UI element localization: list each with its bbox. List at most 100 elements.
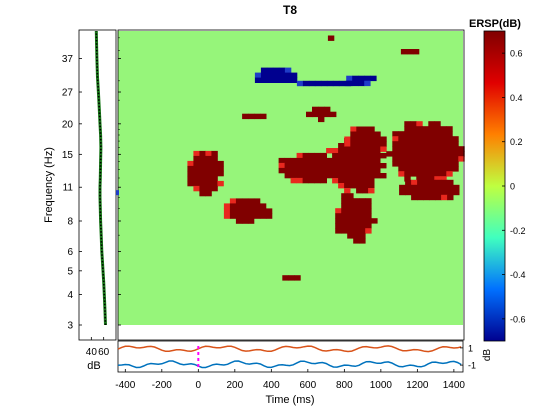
ersp-cell — [422, 151, 429, 157]
ersp-cell — [410, 141, 417, 147]
ersp-cell — [266, 67, 274, 73]
ersp-cell — [272, 67, 280, 73]
ersp-cell — [320, 162, 327, 169]
ersp-cell — [308, 167, 315, 174]
y-tick-label: 6 — [67, 247, 73, 258]
ersp-cell — [416, 156, 423, 162]
ersp-cell — [356, 141, 363, 147]
ersp-cell — [335, 218, 342, 224]
ersp-cell — [344, 158, 351, 164]
ersp-cell — [205, 160, 212, 167]
ersp-cell — [356, 131, 363, 137]
ersp-cell — [416, 136, 423, 142]
ersp-cell — [404, 146, 411, 152]
ersp-cell — [404, 171, 411, 177]
ersp-cell — [435, 194, 442, 201]
ersp-cell — [404, 156, 411, 162]
ersp-cluster — [242, 113, 267, 120]
ersp-cell — [392, 156, 399, 162]
ersp-cell — [441, 189, 448, 196]
ersp-cell — [362, 131, 369, 137]
colorbar-title: ERSP(dB) — [469, 18, 521, 30]
ersp-cell — [241, 213, 249, 219]
ersp-cell — [324, 106, 331, 113]
ersp-cell — [404, 126, 411, 132]
ersp-cell — [314, 172, 321, 179]
ersp-cell — [353, 238, 360, 244]
ersp-cell — [368, 131, 375, 137]
ersp-cell — [441, 194, 448, 201]
ersp-cell — [416, 126, 423, 132]
y-axis-label: Frequency (Hz) — [43, 147, 55, 223]
ersp-cell — [242, 113, 249, 120]
ersp-cell — [223, 213, 231, 219]
ersp-cell — [398, 171, 405, 177]
ersp-cell — [332, 178, 339, 184]
ersp-cell — [356, 178, 363, 184]
ersp-cell — [302, 167, 309, 174]
ersp-cell — [404, 166, 411, 172]
ersp-cell — [338, 143, 345, 149]
ersp-cell — [324, 111, 331, 118]
ersp-cell — [326, 80, 334, 87]
ersp-cell — [253, 208, 261, 214]
ersp-cell — [211, 150, 218, 157]
ersp-cell — [217, 170, 224, 177]
ersp-cell — [223, 203, 231, 209]
ersp-cell — [410, 131, 417, 137]
ersp-cell — [404, 131, 411, 137]
ersp-cell — [399, 184, 406, 191]
spectrum-x-tick-label: 40 — [86, 347, 98, 358]
ersp-cell — [446, 131, 453, 137]
ersp-cell — [362, 168, 369, 174]
ersp-cell — [353, 213, 360, 219]
ersp-cell — [247, 218, 255, 224]
ersp-cell — [187, 165, 194, 172]
x-axis-label: Time (ms) — [265, 394, 314, 406]
ersp-cell — [294, 275, 301, 281]
ersp-cell — [332, 80, 340, 87]
ersp-cell — [446, 171, 453, 177]
ersp-cell — [353, 228, 360, 234]
ersp-cluster — [400, 49, 420, 55]
ersp-cell — [416, 171, 423, 177]
ersp-cell — [364, 80, 371, 87]
ersp-cluster — [254, 67, 298, 83]
ersp-cell — [314, 162, 321, 169]
ersp-cell — [217, 180, 224, 187]
ersp-cell — [341, 208, 348, 214]
ersp-cell — [211, 175, 218, 182]
ersp-cell — [193, 160, 200, 167]
ersp-cell — [347, 228, 354, 234]
ersp-cell — [423, 184, 430, 191]
x-tick-label: 800 — [336, 380, 353, 391]
ersp-cell — [411, 194, 418, 201]
ersp-cell — [344, 80, 352, 87]
ersp-cell — [235, 198, 243, 204]
ersp-cell — [308, 80, 316, 87]
ersp-cell — [446, 166, 453, 172]
ersp-cell — [187, 180, 194, 187]
ersp-cell — [428, 166, 435, 172]
ersp-cell — [446, 161, 453, 167]
ersp-cell — [341, 228, 348, 234]
ersp-cell — [350, 158, 357, 164]
ersp-cell — [332, 153, 339, 159]
x-tick-label: 1000 — [370, 380, 393, 391]
ersp-cell — [199, 190, 206, 197]
ersp-cell — [434, 136, 441, 142]
ersp-cell — [452, 166, 459, 172]
ersp-cell — [302, 177, 309, 184]
ersp-cell — [428, 141, 435, 147]
x-tick-label: 400 — [263, 380, 280, 391]
ersp-cell — [235, 208, 243, 214]
ersp-cell — [428, 126, 435, 132]
ersp-cell — [223, 208, 231, 214]
ersp-cell — [326, 157, 333, 164]
ersp-cluster — [344, 126, 387, 162]
ersp-cell — [356, 136, 363, 142]
ersp-cell — [353, 208, 360, 214]
erp-y-tick-label: -1 — [468, 361, 476, 371]
ersp-cell — [308, 157, 315, 164]
ersp-cell — [338, 158, 345, 164]
